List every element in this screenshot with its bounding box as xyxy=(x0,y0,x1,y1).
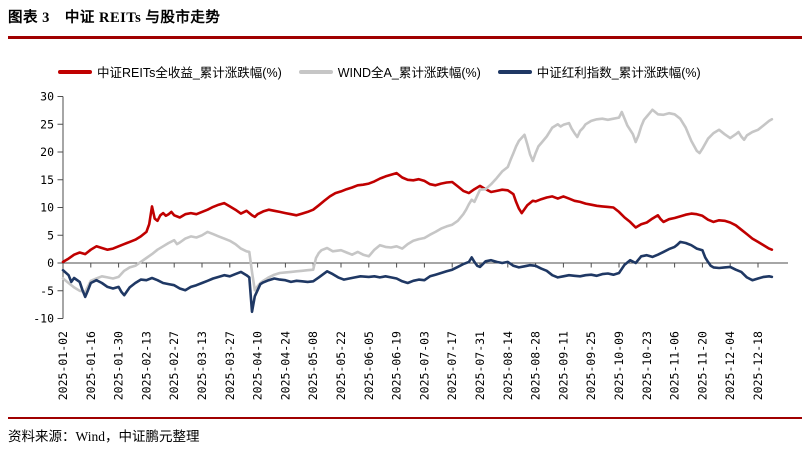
x-axis-tick-label: 2025-05-22 xyxy=(334,331,348,400)
x-axis-tick-label: 2025-04-24 xyxy=(278,331,292,400)
x-axis-tick-label: 2025-01-16 xyxy=(84,331,98,400)
y-axis-tick-label: -10 xyxy=(33,312,54,326)
x-axis-tick-label: 2025-03-13 xyxy=(195,331,209,400)
x-axis-tick-label: 2025-09-25 xyxy=(584,331,598,400)
x-axis-tick-label: 2025-07-03 xyxy=(417,331,431,400)
legend-label: WIND全A_累计涨跌幅(%) xyxy=(337,66,481,80)
x-axis-tick-label: 2025-09-11 xyxy=(556,331,570,400)
x-axis-tick-label: 2025-07-31 xyxy=(473,331,487,400)
x-axis-tick-label: 2025-08-28 xyxy=(529,331,543,400)
legend-item-0: 中证REITs全收益_累计涨跌幅(%) xyxy=(58,62,282,81)
x-axis-tick-label: 2025-12-18 xyxy=(751,331,765,400)
x-axis-tick-label: 2025-03-27 xyxy=(223,331,237,400)
source-divider-rule xyxy=(8,417,802,419)
legend-label: 中证红利指数_累计涨跌幅(%) xyxy=(536,66,701,80)
y-axis-tick-label: 20 xyxy=(40,145,54,159)
series-line-2 xyxy=(61,240,774,314)
x-axis-tick-label: 2025-11-20 xyxy=(695,331,709,400)
x-axis-tick-label: 2025-12-04 xyxy=(723,331,737,400)
x-axis-tick-label: 2025-04-10 xyxy=(251,331,265,400)
legend-label: 中证REITs全收益_累计涨跌幅(%) xyxy=(97,66,282,80)
y-axis-tick-label: 15 xyxy=(40,173,54,187)
legend-swatch xyxy=(497,69,532,74)
x-axis-tick-label: 2025-02-13 xyxy=(139,331,153,400)
series-line-0 xyxy=(61,171,774,264)
x-axis-tick-label: 2025-08-14 xyxy=(501,331,515,400)
x-axis-tick-label: 2025-02-27 xyxy=(167,331,181,400)
x-axis-tick-label: 2025-05-08 xyxy=(306,331,320,400)
figure-title: 图表 3 中证 REITs 与股市走势 xyxy=(8,10,221,26)
legend-swatch xyxy=(298,69,333,74)
x-axis-tick-label: 2025-07-17 xyxy=(445,331,459,400)
source-note: 资料来源：Wind，中证鹏元整理 xyxy=(8,429,200,444)
y-axis-tick-label: 25 xyxy=(40,117,54,131)
x-axis-tick-label: 2025-06-19 xyxy=(390,331,404,400)
y-axis-tick-label: 30 xyxy=(40,90,54,104)
legend-item-2: 中证红利指数_累计涨跌幅(%) xyxy=(497,62,701,81)
x-axis-tick-label: 2025-01-02 xyxy=(56,331,70,400)
x-axis-tick-label: 2025-10-23 xyxy=(640,331,654,400)
x-axis-tick-label: 2025-11-06 xyxy=(668,331,682,400)
x-axis-tick-label: 2025-01-30 xyxy=(112,331,126,400)
legend-swatch xyxy=(58,69,92,74)
chart-legend: 中证REITs全收益_累计涨跌幅(%) WIND全A_累计涨跌幅(%) 中证红利指数… xyxy=(58,62,701,81)
y-axis-tick-label: 10 xyxy=(40,201,54,215)
y-axis-tick-label: 0 xyxy=(47,256,54,270)
series-line-1 xyxy=(61,108,774,294)
x-axis-tick-label: 2025-06-05 xyxy=(362,331,376,400)
title-divider-rule xyxy=(8,36,802,39)
legend-item-1: WIND全A_累计涨跌幅(%) xyxy=(298,62,481,81)
y-axis-tick-label: 5 xyxy=(47,228,54,242)
y-axis-tick-label: -5 xyxy=(40,284,54,298)
x-axis-tick-label: 2025-10-09 xyxy=(612,331,626,400)
